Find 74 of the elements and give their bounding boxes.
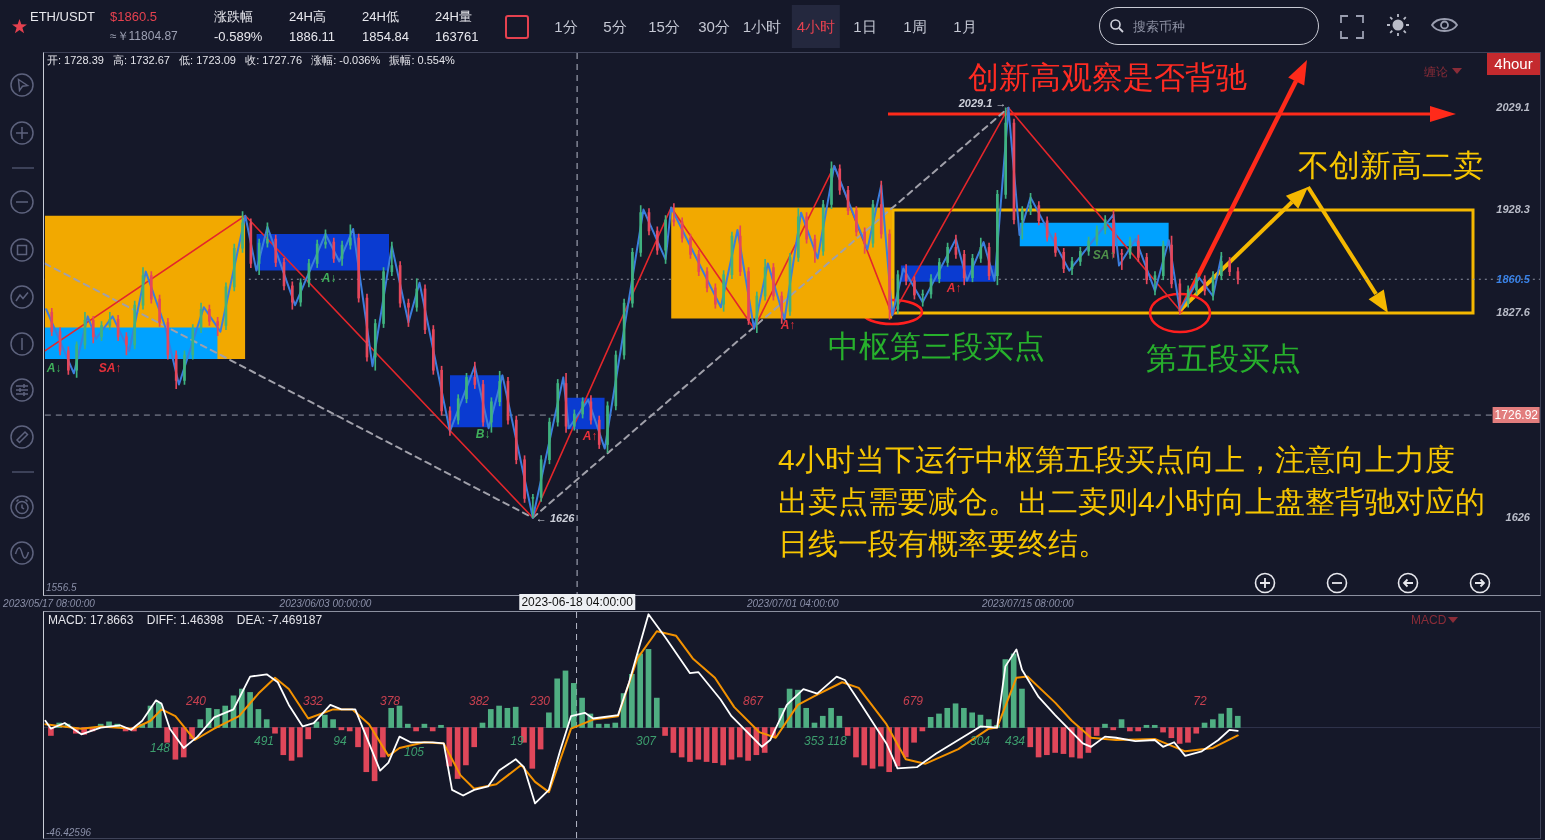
annotation: 第五段买点 [1146,341,1301,376]
text: ≈￥11804.87 [110,29,178,43]
annotation: 72 [1193,694,1207,708]
annotation: ← 1626 [535,511,575,524]
ref-line-label: 1726.92 [1492,407,1540,424]
text: 5分 [603,18,627,35]
annotation: SA↑ [1092,248,1116,262]
annotation: 4小时当下运行中枢第五段买点向上，注意向上力度 [778,443,1455,476]
x-tick-label: 2023/07/15 08:00:00 [980,597,1075,609]
text: -0.589% [214,29,263,44]
annotation: SA↑ [98,361,122,375]
text: 4小时 [791,5,841,48]
annotation: 378 [379,694,401,708]
annotation: 19 [510,734,524,748]
text: -46.42596 [46,827,92,838]
annotation: B↓ [475,427,491,441]
text: 1886.11 [289,29,336,44]
annotation: 382 [468,694,490,708]
text: 1854.84 [362,29,409,44]
annotation: A↑ [780,318,796,332]
y-tick-label: 1827.6 [1496,305,1531,318]
text: 1日 [853,18,877,35]
annotation: 434 [1004,734,1026,748]
annotation: 679 [902,694,924,708]
chart-subtitle: MACD: 17.8663 DIFF: 1.46398 DEA: -7.469187 [48,613,323,627]
annotation: 创新高观察是否背驰 [968,60,1247,95]
text: 24H量 [435,9,472,24]
ref-line-label: 2023-06-18 04:00:00 [519,594,635,610]
annotation: 332 [302,694,324,708]
annotation: 867 [742,694,764,708]
y-tick-label: 1626 [1505,510,1531,523]
text: 15分 [648,18,680,35]
annotation: A↓ [46,361,62,375]
annotation: 出卖点需要减仓。出二卖则4小时向上盘整背驰对应的 [778,485,1485,518]
ref-line-label: 1860.5 [1496,272,1530,285]
text: 24H高 [289,9,326,24]
annotation: 2029.1 → [958,96,1007,109]
text: $1860.5 [110,9,157,24]
text: 1周 [903,18,927,35]
annotation: 240 [185,694,207,708]
text: 24H低 [362,9,399,24]
x-tick-label: 2023/06/03 00:00:00 [278,597,372,609]
annotation: 118 [827,734,847,748]
annotation: A↓ [321,271,337,285]
annotation: 1556.5 [46,582,77,593]
annotation: 148 [149,741,171,755]
annotation: A↑ [946,281,962,295]
text: 搜索币种 [1133,19,1185,34]
annotation: 日线一段有概率要终结。 [778,527,1108,560]
text: 1分 [554,18,578,35]
annotation: 230 [529,694,551,708]
text: 163761 [435,29,479,44]
x-tick-label: 2023/07/01 04:00:00 [745,597,840,609]
text: 30分 [698,18,730,35]
annotation: MACD [1411,613,1447,627]
annotation: 缠论 [1424,65,1448,79]
y-tick-label: 1928.3 [1496,203,1530,216]
text: 1小时 [742,18,782,35]
annotation: A↑ [582,429,598,443]
annotation: 491 [253,734,275,748]
annotation: 4hour [1487,53,1540,75]
x-tick-label: 2023/05/17 08:00:00 [2,597,96,609]
annotation: 304 [969,734,991,748]
annotation: 105 [403,745,425,759]
annotation: 94 [333,734,347,748]
y-tick-label: 2029.1 [1495,100,1530,113]
text: 涨跌幅 [214,9,253,24]
annotation: 不创新高二卖 [1297,148,1484,184]
annotation: 中枢第三段买点 [828,329,1045,364]
annotation: 353 [803,734,825,748]
text: 1月 [953,18,977,35]
annotation: 307 [635,734,657,748]
chart-subtitle: 开: 1728.39 高: 1732.67 低: 1723.09 收: 1727.76 涨幅: -0.036% 振幅: 0.554% [47,54,455,66]
chart-title: ETH/USDT [30,9,95,24]
